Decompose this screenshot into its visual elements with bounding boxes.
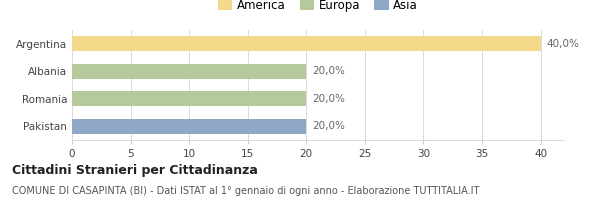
Text: 40,0%: 40,0%: [547, 39, 580, 49]
Bar: [72, 36, 541, 51]
Text: 20,0%: 20,0%: [312, 121, 345, 131]
Text: 20,0%: 20,0%: [312, 94, 345, 104]
Text: COMUNE DI CASAPINTA (BI) - Dati ISTAT al 1° gennaio di ogni anno - Elaborazione : COMUNE DI CASAPINTA (BI) - Dati ISTAT al…: [12, 186, 479, 196]
Text: 20,0%: 20,0%: [312, 66, 345, 76]
Bar: [72, 64, 306, 79]
Bar: [72, 119, 306, 134]
Bar: [72, 91, 306, 106]
Text: Cittadini Stranieri per Cittadinanza: Cittadini Stranieri per Cittadinanza: [12, 164, 258, 177]
Legend: America, Europa, Asia: America, Europa, Asia: [213, 0, 423, 17]
